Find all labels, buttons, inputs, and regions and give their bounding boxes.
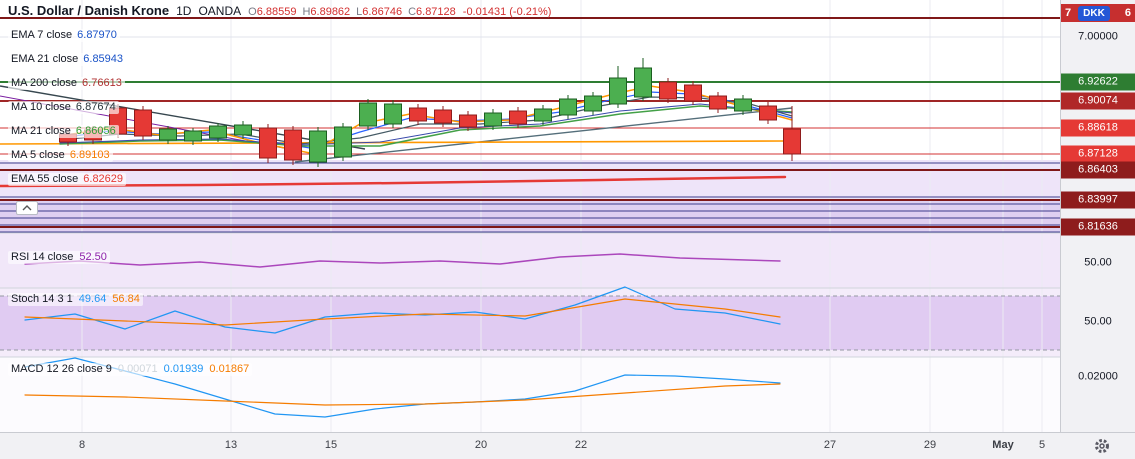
currency-badge: DKK	[1078, 5, 1110, 21]
close-key: C	[408, 6, 417, 18]
legend-collapse-button[interactable]	[16, 201, 38, 215]
symbol-title[interactable]: U.S. Dollar / Danish Krone	[8, 3, 170, 18]
ohlc-readout: O6.88559 H6.89862 L6.86746 C6.87128	[248, 6, 456, 18]
time-axis-label: 20	[474, 439, 488, 451]
low-value: 6.86746	[362, 6, 403, 18]
high-value: 6.89862	[310, 6, 351, 18]
exchange-label[interactable]: OANDA	[198, 4, 242, 18]
current-price-label: 6.87128	[1061, 145, 1135, 163]
chart-header: U.S. Dollar / Danish Krone 1D OANDA O6.8…	[8, 3, 551, 18]
indicator-legend: EMA 7 close 6.87970 EMA 21 close 6.85943 M…	[8, 29, 127, 197]
macd-legend[interactable]: MACD 12 26 close 9 0.00071 0.01939 0.018…	[8, 363, 253, 376]
time-axis-label: 27	[823, 439, 837, 451]
price-axis-label: 6.86403	[1061, 161, 1135, 179]
stoch-legend[interactable]: Stoch 14 3 1 49.64 56.84	[8, 293, 143, 306]
rsi-legend[interactable]: RSI 14 close 52.50	[8, 251, 110, 264]
alert-price-badge[interactable]: 7 DKK 6	[1061, 4, 1135, 22]
legend-ma5[interactable]: MA 5 close 6.89103	[8, 149, 113, 162]
stoch-axis-label: 50.00	[1084, 315, 1112, 328]
legend-ma21[interactable]: MA 21 close 6.86056	[8, 125, 119, 138]
time-axis-label: 15	[324, 439, 338, 451]
low-key: L	[356, 6, 363, 18]
legend-ema7[interactable]: EMA 7 close 6.87970	[8, 29, 120, 42]
price-axis-label: 7.00000	[1078, 30, 1118, 43]
price-axis-label: 6.88618	[1061, 119, 1135, 137]
price-axis-label: 6.92622	[1061, 73, 1135, 91]
macd-axis-label: 0.02000	[1078, 370, 1118, 383]
time-axis-label: May	[992, 439, 1014, 451]
rsi-axis-label: 50.00	[1084, 256, 1112, 269]
open-key: O	[248, 6, 257, 18]
close-value: 6.87128	[416, 6, 456, 18]
chart-canvas[interactable]	[0, 0, 1060, 432]
settings-gear-icon[interactable]	[1093, 437, 1111, 459]
time-axis-label: 22	[574, 439, 588, 451]
time-axis-label: 5	[1038, 439, 1046, 451]
price-axis-label: 6.83997	[1061, 191, 1135, 209]
legend-ema55[interactable]: EMA 55 close 6.82629	[8, 173, 127, 186]
time-axis[interactable]: 8 13 15 20 22 27 29 May 5	[0, 432, 1135, 459]
chevron-up-icon	[22, 205, 32, 211]
open-value: 6.88559	[256, 6, 297, 18]
price-axis-label: 6.90074	[1061, 92, 1135, 110]
interval-label[interactable]: 1D	[176, 4, 192, 18]
time-axis-label: 29	[923, 439, 937, 451]
price-axis[interactable]: 7 DKK 6 7.00000 6.92622 6.90074 6.88618 …	[1060, 0, 1135, 432]
legend-ma200[interactable]: MA 200 close 6.76613	[8, 77, 125, 90]
time-axis-label: 13	[224, 439, 238, 451]
price-axis-label: 6.81636	[1061, 218, 1135, 236]
legend-ma10[interactable]: MA 10 close 6.87674	[8, 101, 119, 114]
time-axis-label: 8	[78, 439, 86, 451]
legend-ema21[interactable]: EMA 21 close 6.85943	[8, 53, 127, 66]
high-key: H	[302, 6, 311, 18]
change-readout: -0.01431 (-0.21%)	[462, 6, 552, 18]
